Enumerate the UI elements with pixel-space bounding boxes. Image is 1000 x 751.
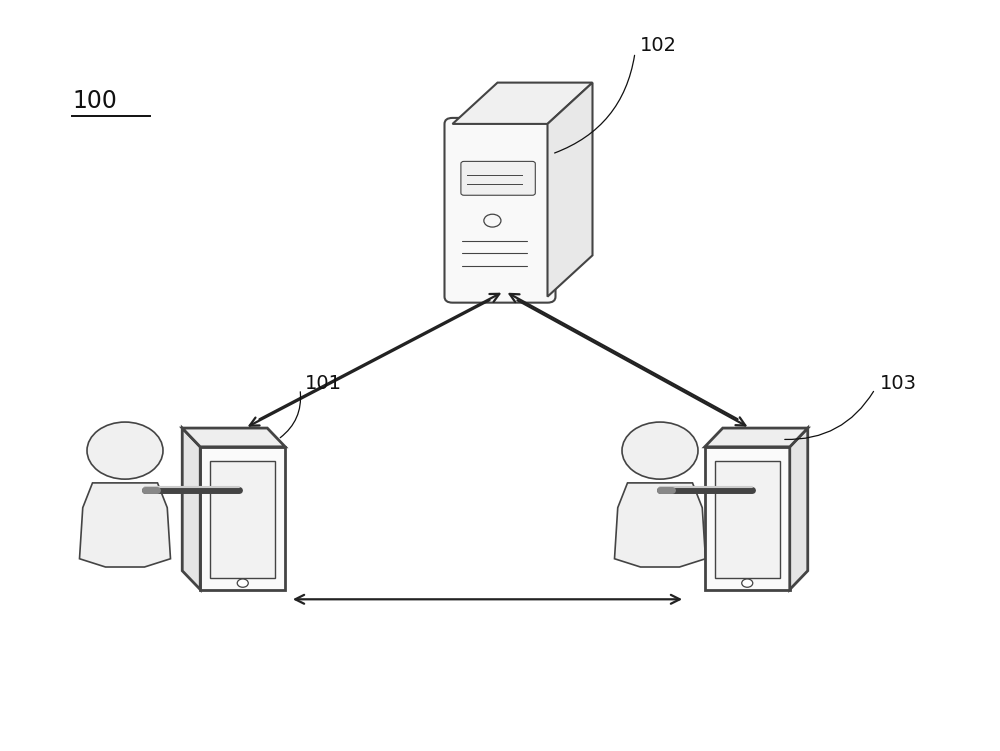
Text: 103: 103 bbox=[880, 373, 917, 393]
Polygon shape bbox=[182, 428, 285, 447]
Circle shape bbox=[237, 579, 248, 587]
Polygon shape bbox=[790, 428, 808, 590]
Polygon shape bbox=[614, 483, 706, 567]
Polygon shape bbox=[210, 461, 275, 578]
Polygon shape bbox=[705, 447, 790, 590]
Circle shape bbox=[484, 214, 501, 227]
Polygon shape bbox=[80, 483, 170, 567]
Polygon shape bbox=[200, 447, 285, 590]
Polygon shape bbox=[182, 428, 200, 590]
FancyBboxPatch shape bbox=[461, 161, 535, 195]
Polygon shape bbox=[705, 428, 808, 447]
Text: 100: 100 bbox=[72, 89, 117, 113]
Circle shape bbox=[87, 422, 163, 479]
Text: 101: 101 bbox=[305, 373, 342, 393]
Circle shape bbox=[742, 579, 753, 587]
Polygon shape bbox=[548, 83, 592, 297]
Circle shape bbox=[622, 422, 698, 479]
Text: 102: 102 bbox=[640, 35, 677, 55]
Polygon shape bbox=[452, 83, 592, 124]
FancyBboxPatch shape bbox=[444, 118, 556, 303]
Polygon shape bbox=[715, 461, 780, 578]
